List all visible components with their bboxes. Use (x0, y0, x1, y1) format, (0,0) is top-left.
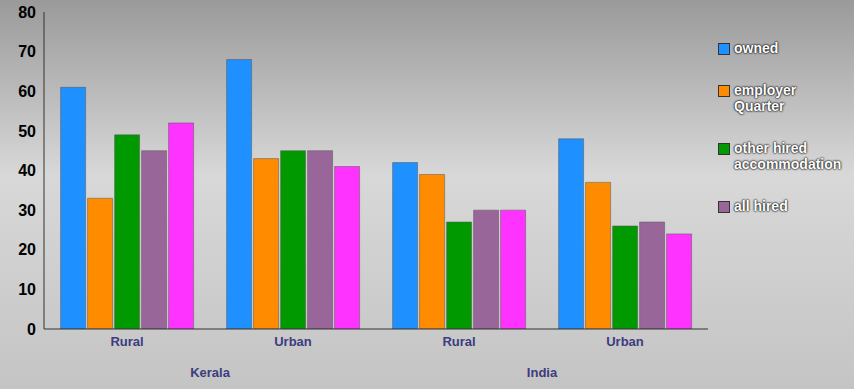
svg-text:70: 70 (18, 43, 36, 60)
svg-text:Rural: Rural (110, 334, 143, 349)
svg-text:Rural: Rural (442, 334, 475, 349)
html-text:other hired accommodation: other hired accommodation (734, 140, 842, 172)
svg-text:50: 50 (18, 123, 36, 140)
svg-text:40: 40 (18, 162, 36, 179)
svg-text:30: 30 (18, 202, 36, 219)
svg-text:0: 0 (27, 321, 36, 338)
svg-text:10: 10 (18, 281, 36, 298)
html-text:all hired: all hired (734, 198, 788, 214)
html-text:owned: owned (734, 40, 779, 56)
svg-text:Kerala: Kerala (190, 365, 231, 380)
svg-text:India: India (527, 365, 558, 380)
html-text:employer Quarter: employer Quarter (734, 82, 797, 114)
svg-text:Urban: Urban (606, 334, 644, 349)
svg-text:60: 60 (18, 83, 36, 100)
svg-text:80: 80 (18, 4, 36, 21)
svg-text:Urban: Urban (274, 334, 312, 349)
svg-text:20: 20 (18, 241, 36, 258)
